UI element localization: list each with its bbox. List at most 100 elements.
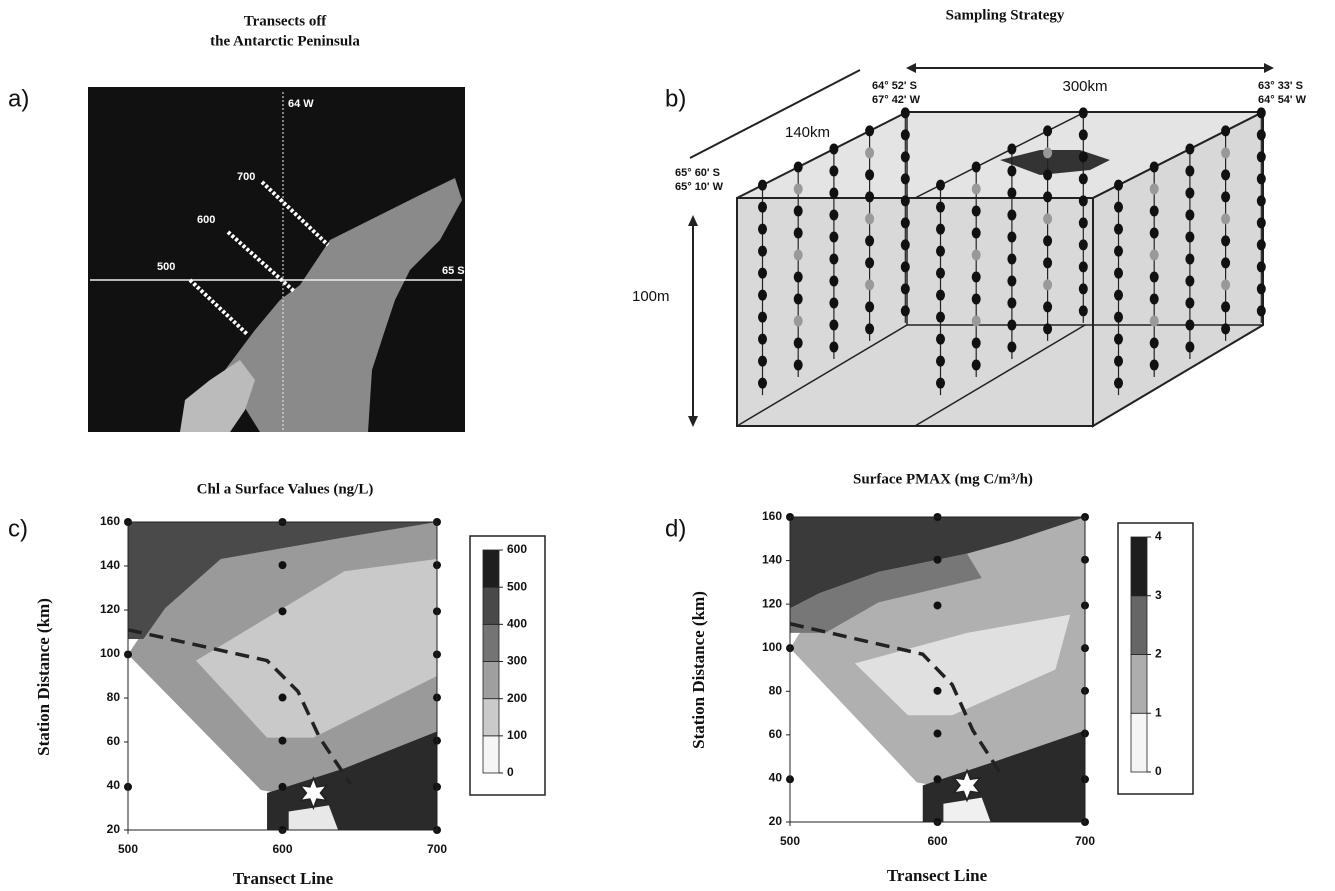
colorbar-segment xyxy=(1130,536,1148,597)
colorbar-tick-label: 100 xyxy=(507,728,527,742)
contour-region xyxy=(854,614,1071,716)
sample-point xyxy=(1185,319,1195,331)
x-tick-label: 500 xyxy=(118,842,138,856)
sample-point xyxy=(1078,129,1088,141)
sample-point xyxy=(829,187,839,199)
sample-point xyxy=(900,173,910,185)
coordinate-label: 63° 33' S xyxy=(1258,80,1303,92)
arrow-head xyxy=(688,215,698,226)
sample-point xyxy=(793,227,803,239)
sample-point xyxy=(793,161,803,173)
sample-point xyxy=(1043,235,1053,247)
sample-point xyxy=(1149,227,1159,239)
coordinate-label: 64° 54' W xyxy=(1258,94,1307,106)
sample-point xyxy=(971,205,981,217)
sample-point xyxy=(758,223,767,235)
y-tick-label: 80 xyxy=(769,683,783,697)
colorbar-tick-label: 4 xyxy=(1155,529,1162,543)
sample-point xyxy=(1114,267,1123,279)
sample-point xyxy=(1007,341,1017,353)
x-axis-label: Transect Line xyxy=(233,869,334,888)
colorbar-segment xyxy=(482,549,500,588)
y-tick-label: 60 xyxy=(107,734,121,748)
dimension-label: 100m xyxy=(632,288,670,305)
dimension-label: 300km xyxy=(1062,78,1107,95)
sample-point xyxy=(829,319,839,331)
sample-point xyxy=(1007,253,1017,265)
sample-point xyxy=(1185,143,1195,155)
coordinate-label: 64° 52' S xyxy=(872,80,917,92)
sample-point xyxy=(971,315,981,327)
station-dot xyxy=(933,601,942,610)
x-tick-label: 700 xyxy=(427,842,447,856)
sample-point xyxy=(1256,129,1266,141)
sample-point xyxy=(1256,107,1266,119)
y-tick-label: 100 xyxy=(762,640,782,654)
sample-point xyxy=(1007,275,1017,287)
sample-point xyxy=(758,355,767,367)
arrow-head xyxy=(688,416,698,427)
sample-point xyxy=(1256,305,1266,317)
sample-point xyxy=(1078,173,1088,185)
sample-point xyxy=(793,359,803,371)
sample-point xyxy=(1043,191,1053,203)
sample-point xyxy=(793,249,803,261)
y-tick-label: 120 xyxy=(100,602,120,616)
sample-point xyxy=(900,283,910,295)
sample-point xyxy=(971,183,981,195)
x-tick-label: 600 xyxy=(927,834,947,848)
station-dot xyxy=(278,693,287,702)
sample-point xyxy=(793,183,803,195)
y-tick-label: 140 xyxy=(762,553,782,567)
colorbar-segment xyxy=(1130,654,1148,714)
front-line xyxy=(789,622,1004,778)
map-label: 500 xyxy=(157,261,175,273)
sample-point xyxy=(758,201,767,213)
transect xyxy=(188,278,250,337)
panel-title: Surface PMAX (mg C/m³/h) xyxy=(853,471,1033,487)
sample-point xyxy=(900,305,910,317)
sample-point xyxy=(1043,169,1053,181)
map-label: 64 W xyxy=(288,98,314,110)
contour-region xyxy=(288,805,339,830)
sample-point xyxy=(1149,337,1159,349)
y-tick-label: 100 xyxy=(100,646,120,660)
station-dot xyxy=(933,775,942,784)
map-label: 65 S xyxy=(442,265,465,277)
sample-point xyxy=(1256,195,1266,207)
panel-letter: c) xyxy=(8,515,28,542)
land xyxy=(225,178,462,432)
arrow-head xyxy=(906,63,916,73)
sample-point xyxy=(971,293,981,305)
sample-point xyxy=(1043,125,1053,137)
sample-point xyxy=(900,195,910,207)
coordinate-label: 65° 60' S xyxy=(675,167,720,179)
sample-point xyxy=(1043,257,1053,269)
coordinate-label: 67° 42' W xyxy=(872,94,921,106)
y-tick-label: 80 xyxy=(107,690,121,704)
sample-point xyxy=(758,377,767,389)
sample-point xyxy=(1114,223,1123,235)
colorbar-tick-label: 0 xyxy=(507,765,514,779)
sample-point xyxy=(1149,161,1159,173)
contour-region xyxy=(195,558,437,738)
sample-point xyxy=(758,245,767,257)
panel-title: Sampling Strategy xyxy=(946,7,1065,23)
colorbar-segment xyxy=(482,623,500,662)
sample-point xyxy=(936,267,945,279)
sample-point xyxy=(900,239,910,251)
y-tick-label: 40 xyxy=(107,778,121,792)
colorbar-tick-label: 200 xyxy=(507,691,527,705)
sample-point xyxy=(865,279,875,291)
sample-point xyxy=(1256,283,1266,295)
sample-point xyxy=(1078,239,1088,251)
panel-title: Chl a Surface Values (ng/L) xyxy=(197,481,374,497)
sample-point xyxy=(971,161,981,173)
dimension-arrow xyxy=(689,69,861,159)
sample-point xyxy=(758,267,767,279)
sample-point xyxy=(1114,179,1123,191)
colorbar-segment xyxy=(482,661,500,700)
sample-point xyxy=(1221,125,1231,137)
sample-point xyxy=(971,271,981,283)
station-dot xyxy=(933,555,942,564)
